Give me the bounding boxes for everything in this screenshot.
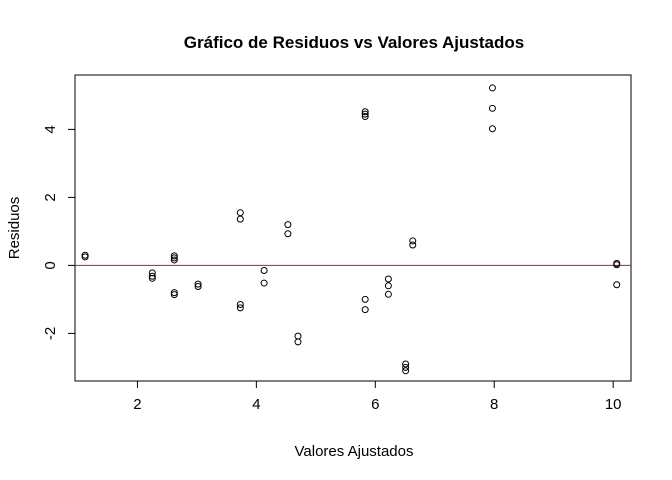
y-tick-label: 0	[42, 261, 59, 269]
y-axis: -2 0 2 4	[42, 125, 76, 340]
x-axis-label: Valores Ajustados	[295, 443, 414, 460]
data-point	[409, 237, 417, 245]
data-point	[170, 252, 178, 260]
data-point	[148, 272, 156, 280]
y-tick-label: 4	[42, 125, 59, 133]
data-point	[170, 254, 178, 262]
data-point	[402, 363, 410, 371]
y-tick-label: -2	[42, 327, 59, 340]
data-point	[402, 367, 410, 375]
data-point	[613, 261, 621, 269]
data-point	[384, 275, 392, 283]
data-point	[384, 290, 392, 298]
data-point	[260, 279, 268, 287]
data-point	[170, 256, 178, 264]
data-point	[194, 280, 202, 288]
x-tick-label: 10	[605, 396, 622, 413]
data-point	[236, 304, 244, 312]
data-point	[148, 269, 156, 277]
data-point	[488, 84, 496, 92]
y-axis-label: Residuos	[6, 197, 23, 260]
x-tick-label: 2	[133, 396, 141, 413]
data-point	[384, 282, 392, 290]
x-tick-label: 4	[252, 396, 260, 413]
data-point	[236, 215, 244, 223]
data-point	[170, 289, 178, 297]
plot-frame	[74, 74, 632, 382]
data-point	[81, 253, 89, 261]
data-point	[284, 221, 292, 229]
data-point	[409, 241, 417, 249]
data-point	[361, 295, 369, 303]
x-axis: 2 4 6 8 10	[133, 380, 622, 413]
data-point	[236, 209, 244, 217]
data-point	[488, 104, 496, 112]
data-point	[170, 291, 178, 299]
data-point	[361, 306, 369, 314]
data-point	[260, 267, 268, 274]
data-point	[294, 338, 302, 346]
data-point	[236, 301, 244, 308]
data-point	[148, 274, 156, 282]
data-points	[81, 84, 621, 375]
data-point	[361, 108, 369, 116]
y-tick-label: 2	[42, 193, 59, 201]
chart-title: Gráfico de Residuos vs Valores Ajustados	[184, 33, 524, 52]
data-point	[361, 110, 369, 118]
x-tick-label: 6	[371, 396, 379, 413]
data-point	[284, 230, 292, 238]
data-point	[294, 332, 302, 340]
data-point	[361, 112, 369, 120]
data-point	[402, 360, 410, 368]
data-point	[613, 281, 621, 289]
data-point	[194, 282, 202, 290]
data-point	[488, 125, 496, 133]
x-tick-label: 8	[490, 396, 498, 413]
